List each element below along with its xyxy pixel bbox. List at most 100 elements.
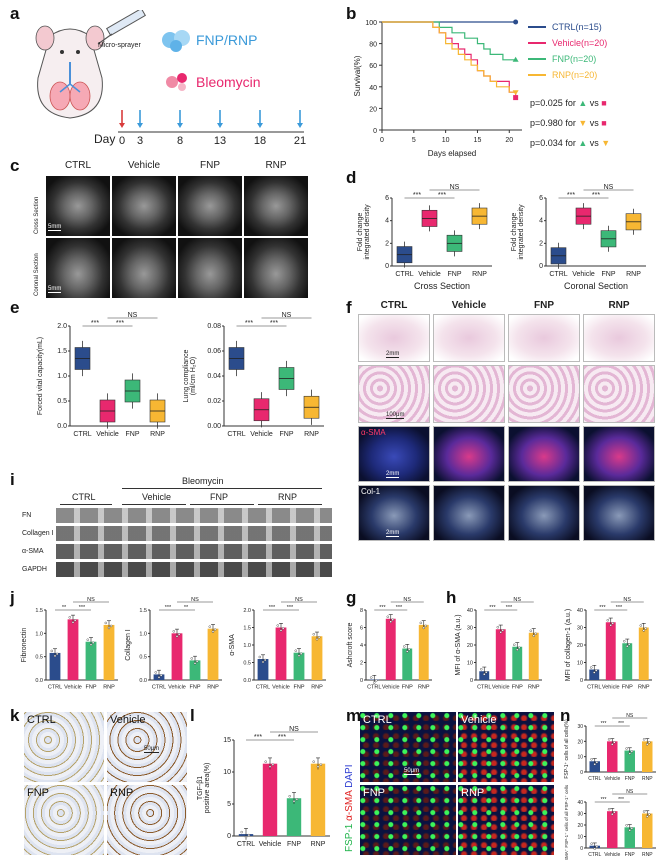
channel-label: FSP-1 [344, 823, 355, 852]
if-group-label: FNP [363, 787, 385, 799]
sig-label-2: NS [626, 713, 634, 719]
legend-swatch [528, 26, 546, 28]
group-symbol: ■ [601, 98, 607, 108]
coronal-ct-image [178, 238, 242, 298]
y-tick-label: 30 [467, 626, 473, 632]
y-tick-label: 0.02 [207, 398, 221, 405]
data-point [529, 629, 532, 632]
day-arrowhead [177, 123, 183, 128]
data-point [240, 830, 243, 834]
data-point [648, 813, 651, 816]
sig-label-2: NS [604, 184, 614, 191]
day-tick-8: 8 [177, 135, 183, 146]
data-point [422, 626, 425, 630]
panel-label-k: k [10, 706, 20, 725]
data-point [516, 648, 519, 651]
data-point [630, 827, 634, 830]
bar-vehicle [605, 622, 616, 680]
data-point [193, 662, 197, 665]
data-point [268, 765, 272, 768]
y-tick-label: 40 [369, 85, 377, 92]
asma-fluor-image [433, 426, 505, 482]
x-tick-label: Vehicle [492, 685, 510, 691]
for-word: for [565, 118, 576, 128]
data-point [71, 621, 75, 624]
data-point [53, 654, 57, 658]
lung-function-charts: 0.0 0.5 1.0 1.5 2.0 CTRL Vehicle FNP RNP *** *** NS… [37, 312, 324, 438]
data-point [593, 763, 596, 766]
y-tick-label: 40 [467, 608, 473, 614]
x-axis-label: Days elapsed [428, 149, 476, 158]
x-tick-label: FNP [622, 685, 633, 691]
if-image-vehicle [458, 712, 554, 782]
y-tick-label: 0.06 [207, 348, 221, 355]
col1-fluor-image [358, 485, 430, 541]
data-point [595, 761, 599, 764]
y-tick-label: 10 [577, 661, 583, 667]
bar-vehicle [607, 741, 618, 772]
y-tick-label: 1.0 [35, 631, 43, 637]
y-tick-label: 0 [580, 678, 583, 684]
x-tick-label: 0 [380, 137, 384, 144]
data-point [593, 847, 596, 850]
sig-label-0: *** [567, 192, 575, 199]
x-tick-label: RNP [638, 685, 650, 691]
data-point [154, 671, 157, 674]
y-tick-label: 0.00 [207, 423, 221, 430]
y-tick-label: 2 [385, 240, 389, 247]
blot-band-3 [56, 562, 332, 577]
day-arrowhead [217, 123, 223, 128]
x-tick-label: Vehicle [604, 852, 620, 858]
pvalue-row: p=0.025 for ▲ vs ■ [530, 98, 607, 108]
data-point [104, 621, 107, 625]
sig-label-0: *** [245, 320, 253, 327]
asma-fluor-image [508, 426, 580, 482]
y-tick-label: 20 [577, 643, 583, 649]
blot-row-label: Collagen I [22, 530, 54, 537]
x-tick-label: FNP [402, 685, 413, 691]
y-axis-label: Fold change [511, 213, 518, 252]
y-tick-label: 2.0 [57, 323, 67, 330]
coronal-ct-image [46, 238, 110, 298]
blot-band-0 [56, 508, 332, 523]
blot-band-1 [56, 526, 332, 541]
data-point [281, 627, 285, 630]
data-point [518, 646, 521, 649]
series-line-1 [382, 21, 517, 98]
data-point [593, 671, 596, 674]
vs-word: vs [589, 118, 599, 128]
panel-label-m: m [346, 706, 362, 725]
y-axis-label: integrated density [364, 204, 371, 260]
for-word: for [565, 138, 576, 148]
micro-sprayer-icon [97, 10, 147, 45]
bleomycin-icon [166, 73, 187, 91]
data-point [644, 627, 647, 630]
x-tick-label: RNP [311, 685, 323, 691]
data-point [190, 657, 193, 660]
cross-ct-image [112, 176, 176, 236]
if-scale-bar: 50μm [404, 768, 420, 775]
y-tick-label: 4 [360, 643, 363, 649]
x-tick-label: FNP [190, 685, 201, 691]
y-tick-label: 0.0 [139, 678, 147, 684]
x-tick-label: 20 [505, 137, 513, 144]
x-tick-label: Vehicle [418, 271, 441, 278]
y-axis-label: integrated density [518, 204, 525, 260]
data-point [403, 645, 406, 648]
day-arrowhead [119, 123, 125, 128]
sig-label-1: *** [79, 605, 86, 611]
group-symbol: ▲ [578, 98, 588, 108]
data-point [244, 835, 248, 839]
legend-label: RNP(n=20) [552, 70, 598, 80]
data-point [109, 624, 113, 628]
data-point [86, 638, 89, 641]
x-tick-label: CTRL [237, 841, 255, 848]
bar-fnp [293, 652, 305, 680]
y-tick-label: 100 [365, 20, 377, 27]
legend-swatch [528, 42, 546, 44]
group-underline [122, 504, 186, 505]
data-point [595, 845, 599, 848]
panel-label-f: f [346, 298, 352, 317]
y-axis-label: TGF-β1 [197, 776, 204, 800]
data-point [642, 629, 645, 632]
